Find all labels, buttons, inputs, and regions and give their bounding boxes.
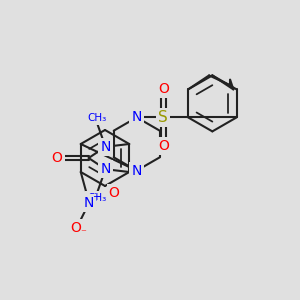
Text: O: O xyxy=(52,151,62,165)
Text: O: O xyxy=(158,82,169,96)
Text: O: O xyxy=(109,186,120,200)
Text: O: O xyxy=(158,139,169,153)
Text: +: + xyxy=(92,192,100,202)
Text: S: S xyxy=(158,110,168,125)
Text: CH₃: CH₃ xyxy=(87,193,107,203)
Text: N: N xyxy=(100,162,111,176)
Text: ⁻: ⁻ xyxy=(80,228,86,238)
Text: O: O xyxy=(70,221,81,235)
Text: CH₃: CH₃ xyxy=(87,113,107,123)
Text: N: N xyxy=(132,110,142,124)
Text: N: N xyxy=(84,196,94,210)
Text: N: N xyxy=(132,164,142,178)
Text: N: N xyxy=(100,140,111,154)
